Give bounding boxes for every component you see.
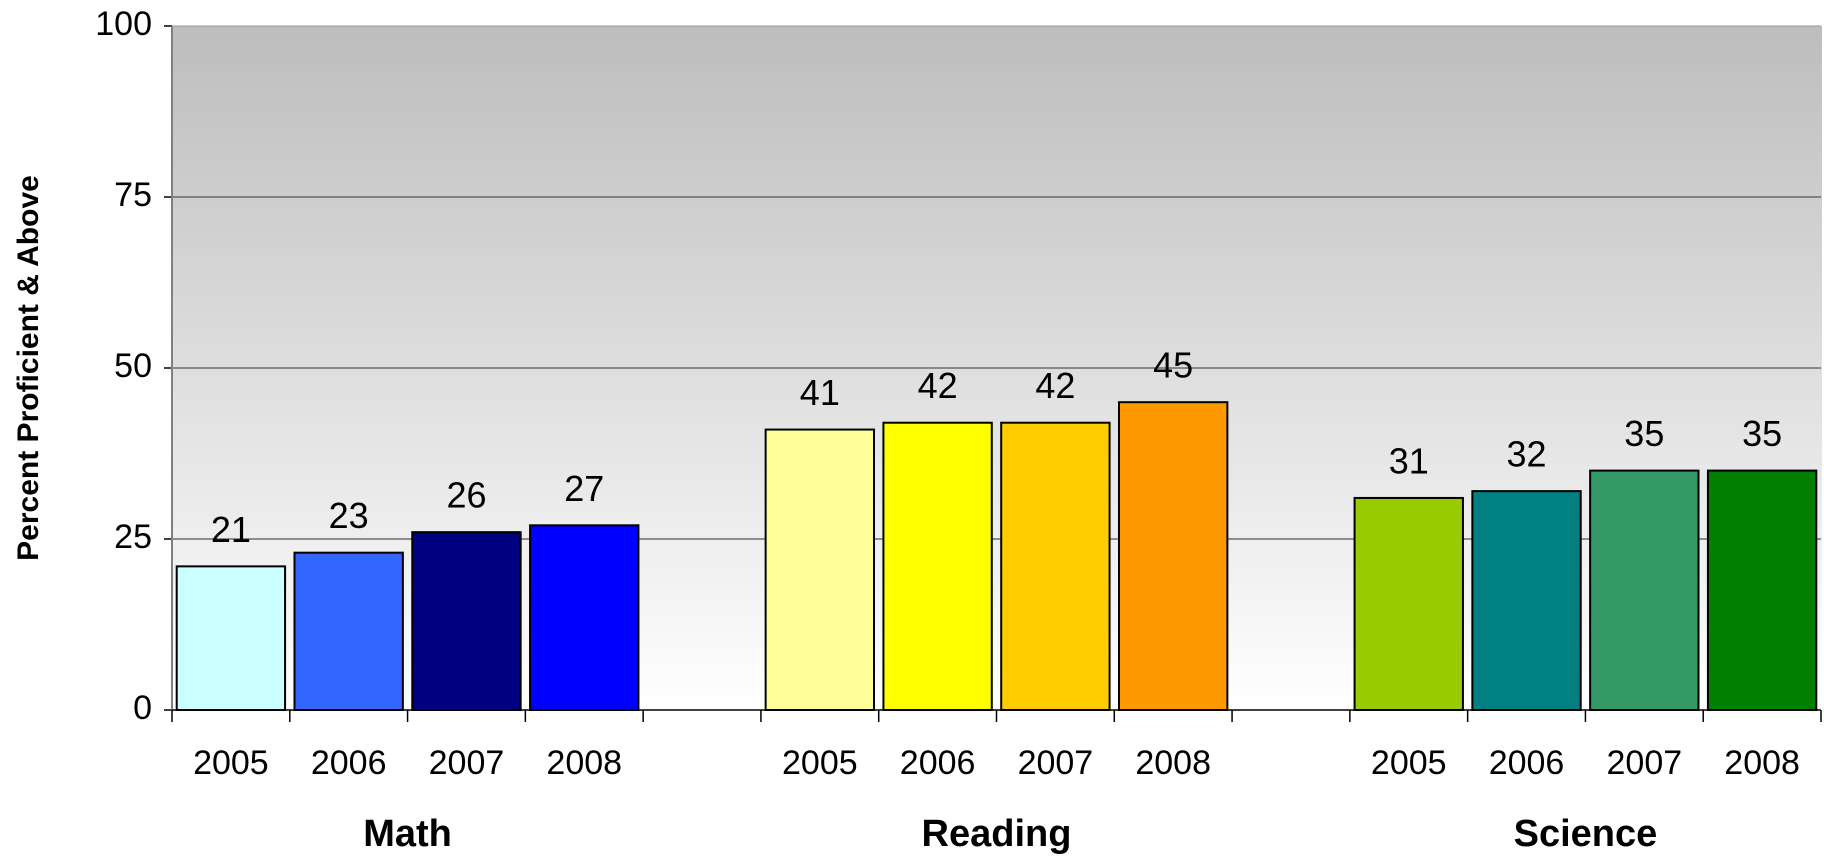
value-label: 42 [918, 365, 958, 406]
y-axis-label: Percent Proficient & Above [12, 175, 45, 561]
x-tick-label: 2007 [1018, 744, 1094, 782]
value-label: 35 [1742, 413, 1782, 454]
value-label: 42 [1035, 365, 1075, 406]
bar [1353, 496, 1464, 711]
group-label: Reading [922, 813, 1072, 855]
x-tick-label: 2006 [1489, 744, 1565, 782]
value-label: 41 [800, 372, 840, 413]
x-tick-label: 2008 [1135, 744, 1211, 782]
x-tick-label: 2005 [1371, 744, 1447, 782]
bar [175, 565, 287, 711]
bar [882, 421, 993, 711]
x-tick-label: 2008 [1724, 744, 1800, 782]
x-tick-label: 2005 [193, 744, 269, 782]
y-tick-label: 0 [133, 689, 152, 727]
y-tick-label: 75 [114, 176, 152, 214]
y-tick-label: 50 [114, 347, 152, 385]
bar [1589, 469, 1700, 711]
bar [293, 551, 404, 711]
value-label: 35 [1624, 413, 1664, 454]
y-tick-label: 100 [95, 5, 152, 43]
x-tick-label: 2006 [900, 744, 976, 782]
bar [411, 531, 522, 711]
group-label: Science [1514, 813, 1658, 855]
value-label: 32 [1507, 434, 1547, 475]
x-tick-label: 2007 [429, 744, 505, 782]
x-tick-label: 2006 [311, 744, 387, 782]
value-label: 26 [446, 475, 486, 516]
bar [1706, 469, 1818, 711]
x-tick-label: 2007 [1607, 744, 1683, 782]
value-label: 21 [211, 509, 251, 550]
value-label: 31 [1389, 440, 1429, 481]
bar [1000, 421, 1111, 711]
bar [1117, 401, 1229, 711]
x-tick-label: 2005 [782, 744, 858, 782]
value-label: 45 [1153, 345, 1193, 386]
x-tick-label: 2008 [546, 744, 622, 782]
y-tick-label: 25 [114, 518, 152, 556]
value-label: 23 [329, 495, 369, 536]
bar [529, 524, 640, 711]
group-label: Math [363, 813, 452, 855]
bar [1471, 490, 1582, 711]
value-label: 27 [564, 468, 604, 509]
bar [764, 428, 876, 711]
